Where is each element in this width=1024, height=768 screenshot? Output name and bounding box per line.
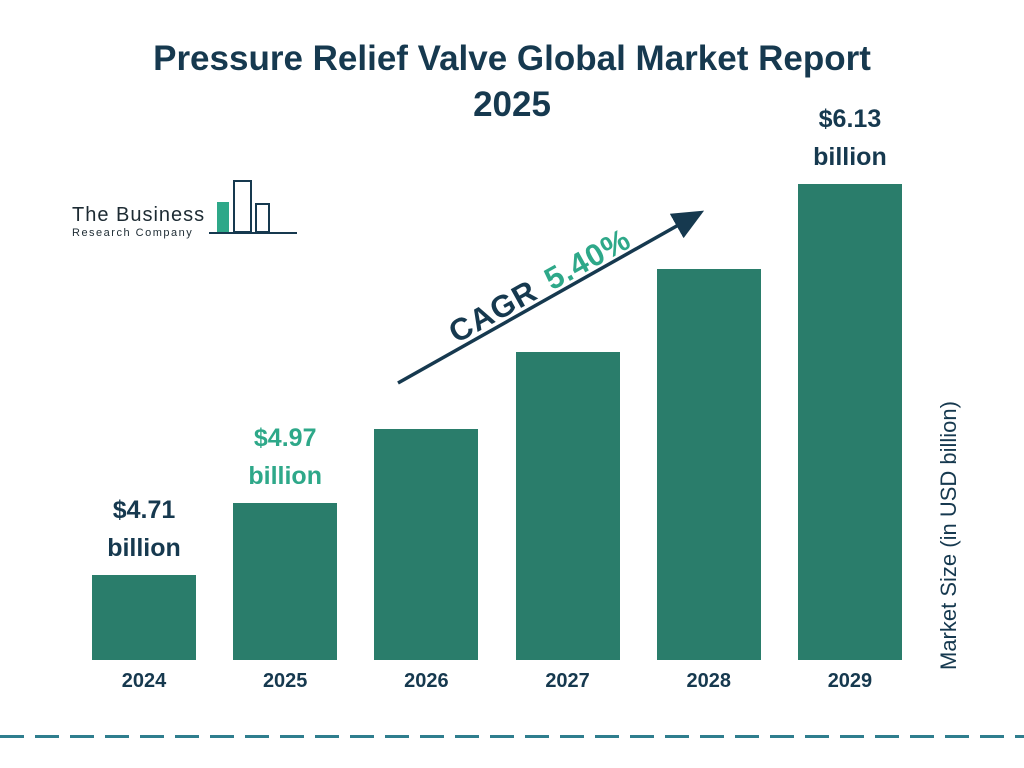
bar-chart-logo-icon — [209, 178, 301, 249]
value-label-2025-amount: $4.97 — [253, 424, 317, 452]
company-logo-name: The Business — [72, 204, 206, 226]
x-tick-label-2029: 2029 — [827, 670, 873, 692]
bar-column-2026: 2026 — [370, 429, 482, 692]
x-tick-label-2024: 2024 — [121, 670, 167, 692]
bar-2027 — [515, 352, 620, 660]
bar-column-2028: 2028 — [653, 269, 765, 692]
page-title-line2: 2025 — [473, 84, 551, 124]
bar-2025 — [233, 503, 338, 660]
value-label-2029-amount: $6.13 — [818, 105, 882, 133]
company-logo-text: The Business Research Company — [72, 204, 205, 249]
company-logo: The Business Research Company — [72, 178, 301, 249]
bar-chart: 2024 $4.71 billion 2025 $4.97 billion 2026 2027… — [88, 105, 906, 695]
bar-2024 — [92, 575, 196, 660]
company-logo-subtitle: Research Company — [72, 227, 194, 239]
bars-row: 2024 $4.71 billion 2025 $4.97 billion 2026 2027… — [88, 105, 906, 692]
value-label-2025-unit: billion — [248, 461, 322, 490]
bar-2028 — [656, 269, 761, 660]
bar-2029 — [797, 184, 902, 660]
bottom-dashed-divider — [0, 735, 1024, 738]
value-label-2029-unit: billion — [813, 142, 887, 171]
bar-column-2025: 2025 $4.97 billion — [229, 424, 341, 692]
value-label-2024: $4.71 billion — [64, 492, 224, 567]
page-title: Pressure Relief Valve Global Market Repo… — [0, 36, 1024, 127]
value-label-2024-amount: $4.71 — [112, 496, 176, 524]
value-label-2025: $4.97 billion — [205, 420, 365, 495]
x-tick-label-2025: 2025 — [262, 670, 308, 692]
x-tick-label-2026: 2026 — [404, 670, 449, 692]
x-tick-label-2028: 2028 — [686, 670, 732, 692]
page-title-line1: Pressure Relief Valve Global Market Repo… — [153, 39, 871, 78]
value-label-2024-unit: billion — [107, 533, 181, 562]
bar-column-2027: 2027 — [512, 352, 624, 692]
bar-2026 — [374, 429, 479, 660]
x-tick-label-2027: 2027 — [545, 670, 590, 692]
y-axis-label: Market Size (in USD billion) — [936, 401, 961, 670]
bar-column-2029: 2029 $6.13 billion — [794, 105, 906, 692]
value-label-2029: $6.13 billion — [770, 101, 930, 176]
bar-column-2024: 2024 $4.71 billion — [88, 496, 200, 692]
